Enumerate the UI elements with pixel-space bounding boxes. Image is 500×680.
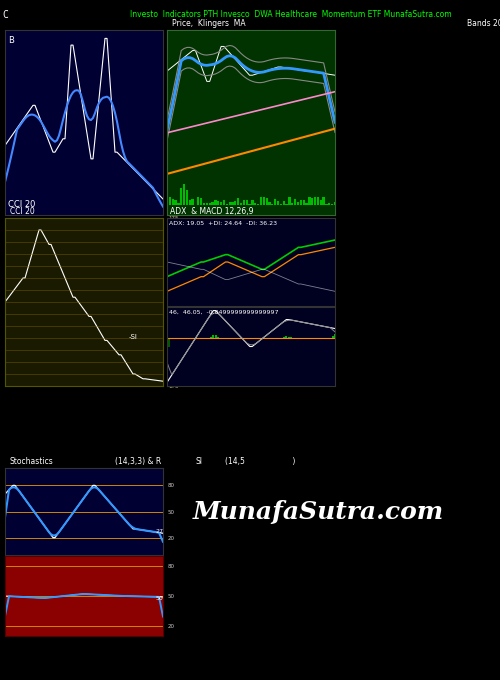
Bar [314,197,316,205]
Text: CCI 20: CCI 20 [10,207,35,216]
Bar [249,337,251,339]
Bar [240,203,242,205]
Text: (14,3,3) & R: (14,3,3) & R [115,457,161,466]
Bar [277,201,279,205]
Bar [208,203,211,205]
Bar [274,199,276,205]
Bar [291,203,294,205]
Bar [300,201,302,205]
Bar [192,199,194,205]
Bar [186,190,188,205]
Bar [280,204,282,205]
Bar [306,203,308,205]
Bar [217,201,220,205]
Bar [332,336,334,337]
Text: Stochastics: Stochastics [10,457,54,466]
Bar [220,203,222,205]
Bar [223,200,225,205]
Bar [328,203,330,205]
Bar [288,197,290,205]
Bar [320,200,322,205]
Bar [172,199,174,205]
Text: SI: SI [195,457,202,466]
Bar [166,337,168,358]
Bar [297,202,299,205]
Bar [271,204,274,205]
Text: Price,  Klingers  MA: Price, Klingers MA [172,19,246,28]
Text: ADX  & MACD 12,26,9: ADX & MACD 12,26,9 [170,207,253,216]
Bar [168,197,171,205]
Bar [317,197,319,205]
Bar [174,200,176,205]
Text: 50: 50 [155,596,163,601]
Bar [188,200,191,205]
Bar [212,335,214,337]
Text: CCI 20: CCI 20 [8,201,36,209]
Bar [268,202,270,205]
Bar [326,204,328,205]
Bar [294,199,296,205]
Bar [302,200,305,205]
Bar [180,188,182,205]
Text: C: C [2,10,8,20]
Bar [334,202,336,205]
Bar [252,200,254,205]
Bar [254,203,256,205]
Bar [311,199,314,205]
Text: MunafaSutra.com: MunafaSutra.com [192,500,444,524]
Bar [214,335,216,337]
Text: Investo  Indicators PTH Invesco  DWA Healthcare  Momentum ETF MunafaSutra.com: Investo Indicators PTH Invesco DWA Healt… [130,10,452,19]
Bar [206,203,208,205]
Bar [322,197,324,205]
Bar [183,184,185,205]
Text: ADX: 19.05  +DI: 24.64  -DI: 36.23: ADX: 19.05 +DI: 24.64 -DI: 36.23 [168,220,277,226]
Bar [308,197,310,205]
Bar [232,202,234,205]
Bar [262,197,265,205]
Bar [166,202,168,205]
Bar [214,201,216,205]
Bar [168,337,170,347]
Text: Bands 20,2: Bands 20,2 [467,19,500,28]
Bar [228,203,231,205]
Bar [226,203,228,205]
Bar [334,334,336,337]
Bar [282,201,285,205]
Text: 27: 27 [155,529,163,534]
Text: -SI: -SI [128,334,137,340]
Text: 46,  46.05,  -0.0499999999999997: 46, 46.05, -0.0499999999999997 [168,309,278,314]
Bar [246,200,248,205]
Bar [203,203,205,205]
Bar [251,337,253,339]
Bar [200,198,202,205]
Bar [260,197,262,205]
Bar [237,199,240,205]
Bar [234,201,236,205]
Text: B: B [8,35,14,45]
Bar [197,197,200,205]
Bar [212,202,214,205]
Bar [178,203,180,205]
Text: (14,5                    ): (14,5 ) [225,457,296,466]
Bar [266,198,268,205]
Bar [242,201,245,205]
